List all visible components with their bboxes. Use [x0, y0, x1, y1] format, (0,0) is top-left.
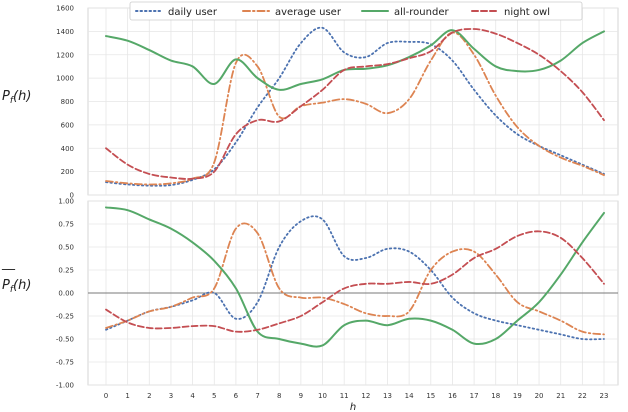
y-tick-label: 800 — [61, 98, 74, 106]
x-tick-label: 6 — [234, 392, 239, 400]
y-tick-label: 1200 — [56, 51, 74, 59]
legend-box — [129, 1, 583, 21]
y-tick-label: 0.75 — [58, 221, 74, 229]
y-tick-label: 400 — [61, 145, 74, 153]
y-tick-label: 600 — [61, 121, 74, 129]
y-tick-label: -0.25 — [56, 313, 74, 321]
x-tick-label: 2 — [147, 392, 151, 400]
top-y-axis-label: Pf(h) — [2, 89, 31, 106]
x-tick-label: 10 — [318, 392, 327, 400]
x-axis-label: h — [350, 402, 356, 412]
x-tick-label: 21 — [556, 392, 565, 400]
x-tick-label: 22 — [578, 392, 587, 400]
x-tick-label: 16 — [448, 392, 457, 400]
y-tick-label: 1.00 — [58, 198, 74, 206]
x-tick-label: 15 — [426, 392, 435, 400]
bottom-y-axis-label: Pf(h) — [2, 278, 31, 295]
x-tick-label: 14 — [405, 392, 414, 400]
x-tick-label: 8 — [277, 392, 281, 400]
y-tick-label: 200 — [61, 168, 74, 176]
series-line-all-rounder — [105, 206, 605, 348]
y-tick-label: 0.50 — [58, 244, 74, 252]
series-line-night-owl — [105, 230, 605, 333]
x-tick-label: 12 — [361, 392, 370, 400]
y-tick-label: 1600 — [56, 5, 74, 13]
x-tick-label: 23 — [600, 392, 609, 400]
x-tick-label: 18 — [491, 392, 500, 400]
y-tick-label: 0.00 — [58, 290, 74, 298]
x-tick-label: 11 — [340, 392, 349, 400]
x-tick-label: 13 — [383, 392, 392, 400]
series-line-night-owl — [105, 28, 605, 180]
y-tick-label: -0.50 — [56, 336, 74, 344]
legend-label: night owl — [504, 7, 550, 18]
y-tick-label: 0.25 — [58, 267, 74, 275]
x-tick-label: 9 — [299, 392, 303, 400]
bottom-y-axis-label-bar: ‾‾ — [1, 268, 16, 283]
y-tick-label: -0.75 — [56, 359, 74, 367]
legend-label: average user — [275, 7, 342, 18]
x-tick-label: 5 — [212, 392, 216, 400]
x-tick-label: 7 — [255, 392, 259, 400]
legend-label: all-rounder — [394, 7, 449, 18]
x-tick-label: 3 — [169, 392, 173, 400]
series-line-average-user — [105, 222, 605, 336]
y-tick-label: 1400 — [56, 28, 74, 36]
y-tick-label: 0 — [70, 192, 74, 200]
x-tick-label: 19 — [513, 392, 522, 400]
x-tick-label: 20 — [535, 392, 544, 400]
x-tick-label: 4 — [190, 392, 195, 400]
bottom-panel: -1.00 -0.75 -0.50 -0.25 0.00 0.25 0.50 0.75 1.00… — [56, 198, 619, 400]
y-tick-label: 1000 — [56, 75, 74, 83]
legend: daily user average user all-rounder night o… — [129, 1, 583, 21]
y-tick-label: -1.00 — [56, 382, 74, 390]
series-line-daily-user — [105, 26, 605, 187]
series-line-daily-user — [105, 215, 605, 341]
x-tick-label: 1 — [125, 392, 129, 400]
series-line-all-rounder — [105, 29, 605, 91]
x-tick-label: 0 — [104, 392, 108, 400]
top-panel: 0 200 400 600 800 1000 1200 1400 1600 — [56, 5, 619, 200]
legend-label: daily user — [168, 7, 218, 18]
x-tick-label: 17 — [470, 392, 479, 400]
